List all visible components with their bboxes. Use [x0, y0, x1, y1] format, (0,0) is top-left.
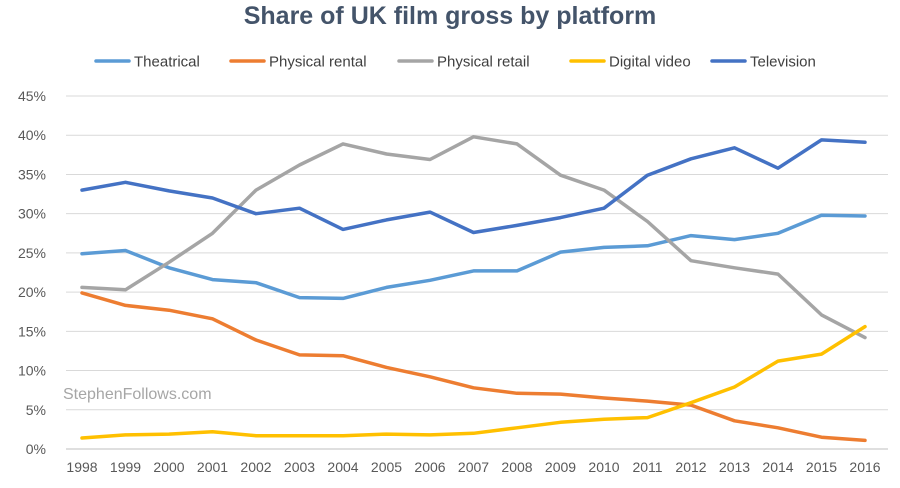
- y-tick-label: 45%: [18, 88, 46, 104]
- series-line-physical-rental: [80, 291, 867, 443]
- y-tick-label: 5%: [26, 402, 46, 418]
- chart-title: Share of UK film gross by platform: [243, 2, 657, 30]
- x-axis: 1998 1999 2000 2001 2002 2003 2004 2005 2006 2007…: [66, 459, 880, 475]
- x-tick-label: 1998: [66, 459, 97, 475]
- x-tick-label: 2006: [414, 459, 445, 475]
- series-lines: [80, 135, 867, 443]
- x-tick-label: 2011: [632, 459, 662, 475]
- y-axis: 0% 5% 10% 15% 20% 25% 30% 35% 40% 45%: [18, 88, 46, 457]
- x-tick-label: 2004: [327, 459, 358, 475]
- y-tick-label: 20%: [18, 284, 46, 300]
- gridlines: [66, 95, 888, 450]
- y-tick-label: 10%: [18, 363, 46, 379]
- x-tick-label: 2012: [675, 459, 706, 475]
- x-tick-label: 2001: [197, 459, 228, 475]
- x-tick-label: 2013: [719, 459, 750, 475]
- x-tick-label: 1999: [110, 459, 141, 475]
- legend-label-television: Television: [750, 54, 816, 71]
- y-tick-label: 0%: [26, 441, 46, 457]
- legend: Theatrical Physical rental Physical retail…: [94, 54, 816, 71]
- x-tick-label: 2002: [240, 459, 271, 475]
- x-tick-label: 2005: [371, 459, 402, 475]
- x-tick-label: 2015: [806, 459, 837, 475]
- x-tick-label: 2000: [153, 459, 184, 475]
- x-tick-label: 2010: [588, 459, 619, 475]
- y-tick-label: 25%: [18, 245, 46, 261]
- x-tick-label: 2008: [501, 459, 532, 475]
- x-tick-label: 2003: [284, 459, 315, 475]
- x-tick-label: 2014: [762, 459, 793, 475]
- legend-label-digital-video: Digital video: [609, 54, 691, 71]
- watermark: StephenFollows.com: [63, 386, 212, 403]
- series-line-television: [80, 138, 867, 235]
- y-tick-label: 30%: [18, 206, 46, 222]
- y-tick-label: 40%: [18, 127, 46, 143]
- legend-label-theatrical: Theatrical: [134, 54, 200, 71]
- x-tick-label: 2016: [849, 459, 880, 475]
- series-line-theatrical: [80, 213, 867, 301]
- x-tick-label: 2007: [458, 459, 489, 475]
- x-tick-label: 2009: [545, 459, 576, 475]
- series-line-digital-video: [80, 324, 867, 440]
- y-tick-label: 15%: [18, 323, 46, 339]
- y-tick-label: 35%: [18, 166, 46, 182]
- series-line-physical-retail: [80, 135, 867, 340]
- legend-label-physical-rental: Physical rental: [269, 54, 367, 71]
- legend-label-physical-retail: Physical retail: [437, 54, 530, 71]
